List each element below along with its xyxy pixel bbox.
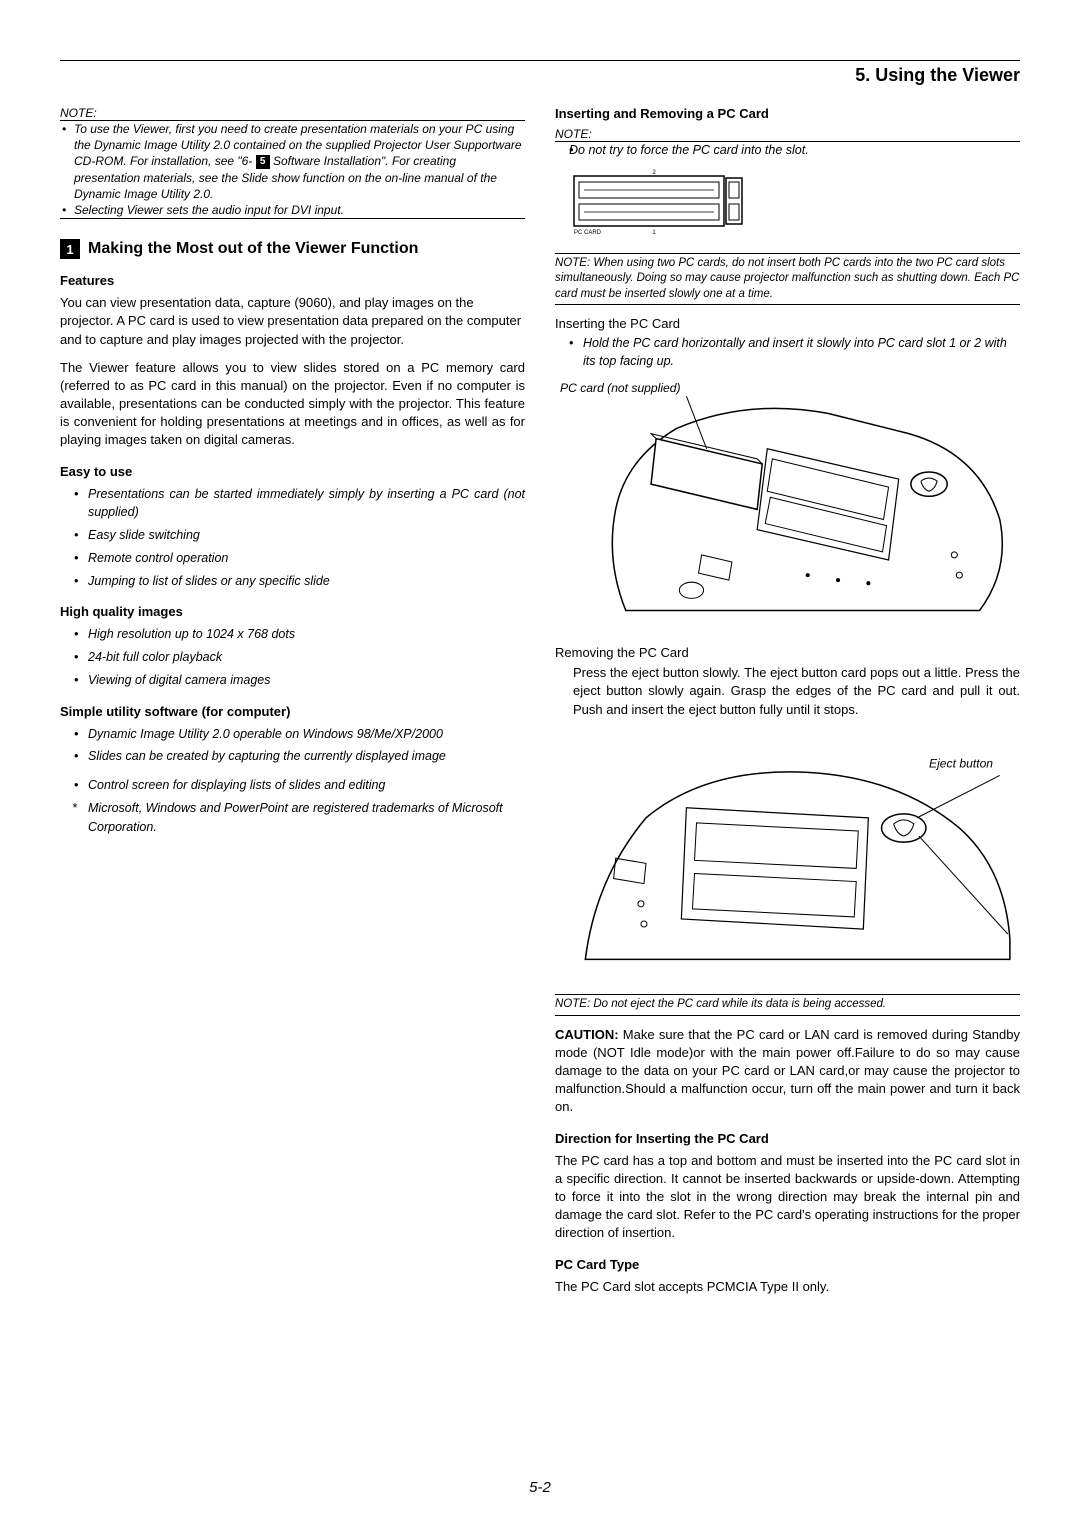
direction-text: The PC card has a top and bottom and mus… — [555, 1152, 1020, 1243]
list-item: Easy slide switching — [88, 526, 525, 545]
page-number: 5-2 — [0, 1479, 1080, 1496]
note-label: NOTE: — [60, 106, 525, 121]
pc-card-label: PC CARD — [574, 230, 602, 236]
features-paragraph: You can view presentation data, capture … — [60, 294, 525, 349]
two-cards-note: NOTE: When using two PC cards, do not in… — [555, 253, 1020, 306]
slot-1-label: 1 — [652, 230, 656, 236]
list-item: Presentations can be started immediately… — [88, 485, 525, 523]
util-list: Dynamic Image Utility 2.0 operable on Wi… — [60, 725, 525, 837]
type-heading: PC Card Type — [555, 1257, 1020, 1272]
left-column: NOTE: To use the Viewer, first you need … — [60, 106, 525, 1306]
list-item: 24-bit full color playback — [88, 648, 525, 667]
header-rule — [60, 60, 1020, 61]
removing-heading: Removing the PC Card — [555, 644, 1020, 662]
note-item: Do not try to force the PC card into the… — [555, 142, 1020, 160]
note-item: To use the Viewer, first you need to cre… — [60, 121, 525, 202]
list-item: Viewing of digital camera images — [88, 671, 525, 690]
features-paragraph: The Viewer feature allows you to view sl… — [60, 359, 525, 450]
list-item-footnote: Microsoft, Windows and PowerPoint are re… — [88, 799, 525, 837]
right-column: Inserting and Removing a PC Card NOTE: D… — [555, 106, 1020, 1306]
list-item: Dynamic Image Utility 2.0 operable on Wi… — [88, 725, 525, 744]
section-heading: 1 Making the Most out of the Viewer Func… — [60, 239, 525, 259]
note-list: To use the Viewer, first you need to cre… — [60, 121, 525, 219]
eject-diagram: Eject button — [555, 737, 1020, 970]
note-label: NOTE: — [555, 127, 1020, 142]
list-item: Control screen for displaying lists of s… — [88, 776, 525, 795]
note-item: Selecting Viewer sets the audio input fo… — [60, 202, 525, 218]
caution-text: Make sure that the PC card or LAN card i… — [555, 1027, 1020, 1115]
easy-heading: Easy to use — [60, 464, 525, 479]
hq-list: High resolution up to 1024 x 768 dots 24… — [60, 625, 525, 689]
pc-card-slot-diagram: 2 1 PC CARD — [569, 166, 769, 236]
type-text: The PC Card slot accepts PCMCIA Type II … — [555, 1278, 1020, 1296]
list-item: Jumping to list of slides or any specifi… — [88, 572, 525, 591]
pc-card-not-supplied-label: PC card (not supplied) — [560, 381, 680, 395]
hq-heading: High quality images — [60, 604, 525, 619]
inserting-diagram: PC card (not supplied) — [555, 378, 1020, 631]
inserting-heading: Inserting the PC Card — [555, 315, 1020, 333]
features-heading: Features — [60, 273, 525, 288]
section-number-icon: 1 — [60, 239, 80, 259]
eject-button-label: Eject button — [929, 756, 993, 770]
slot-2-label: 2 — [652, 170, 656, 176]
caution-paragraph: CAUTION: Make sure that the PC card or L… — [555, 1026, 1020, 1117]
list-item: Slides can be created by capturing the c… — [88, 747, 525, 766]
two-column-layout: NOTE: To use the Viewer, first you need … — [60, 106, 1020, 1306]
page: 5. Using the Viewer NOTE: To use the Vie… — [0, 0, 1080, 1526]
removing-text: Press the eject button slowly. The eject… — [573, 664, 1020, 719]
chapter-title: 5. Using the Viewer — [60, 65, 1020, 86]
insert-remove-heading: Inserting and Removing a PC Card — [555, 106, 1020, 121]
eject-note: NOTE: Do not eject the PC card while its… — [555, 994, 1020, 1016]
caution-label: CAUTION: — [555, 1027, 619, 1042]
section-title: Making the Most out of the Viewer Functi… — [88, 240, 418, 258]
inserting-bullet: Hold the PC card horizontally and insert… — [555, 335, 1020, 370]
list-item: High resolution up to 1024 x 768 dots — [88, 625, 525, 644]
inline-step-icon: 5 — [256, 155, 270, 169]
direction-heading: Direction for Inserting the PC Card — [555, 1131, 1020, 1146]
util-heading: Simple utility software (for computer) — [60, 704, 525, 719]
list-item: Remote control operation — [88, 549, 525, 568]
easy-list: Presentations can be started immediately… — [60, 485, 525, 591]
note-text: Do not try to force the PC card into the… — [569, 143, 809, 157]
